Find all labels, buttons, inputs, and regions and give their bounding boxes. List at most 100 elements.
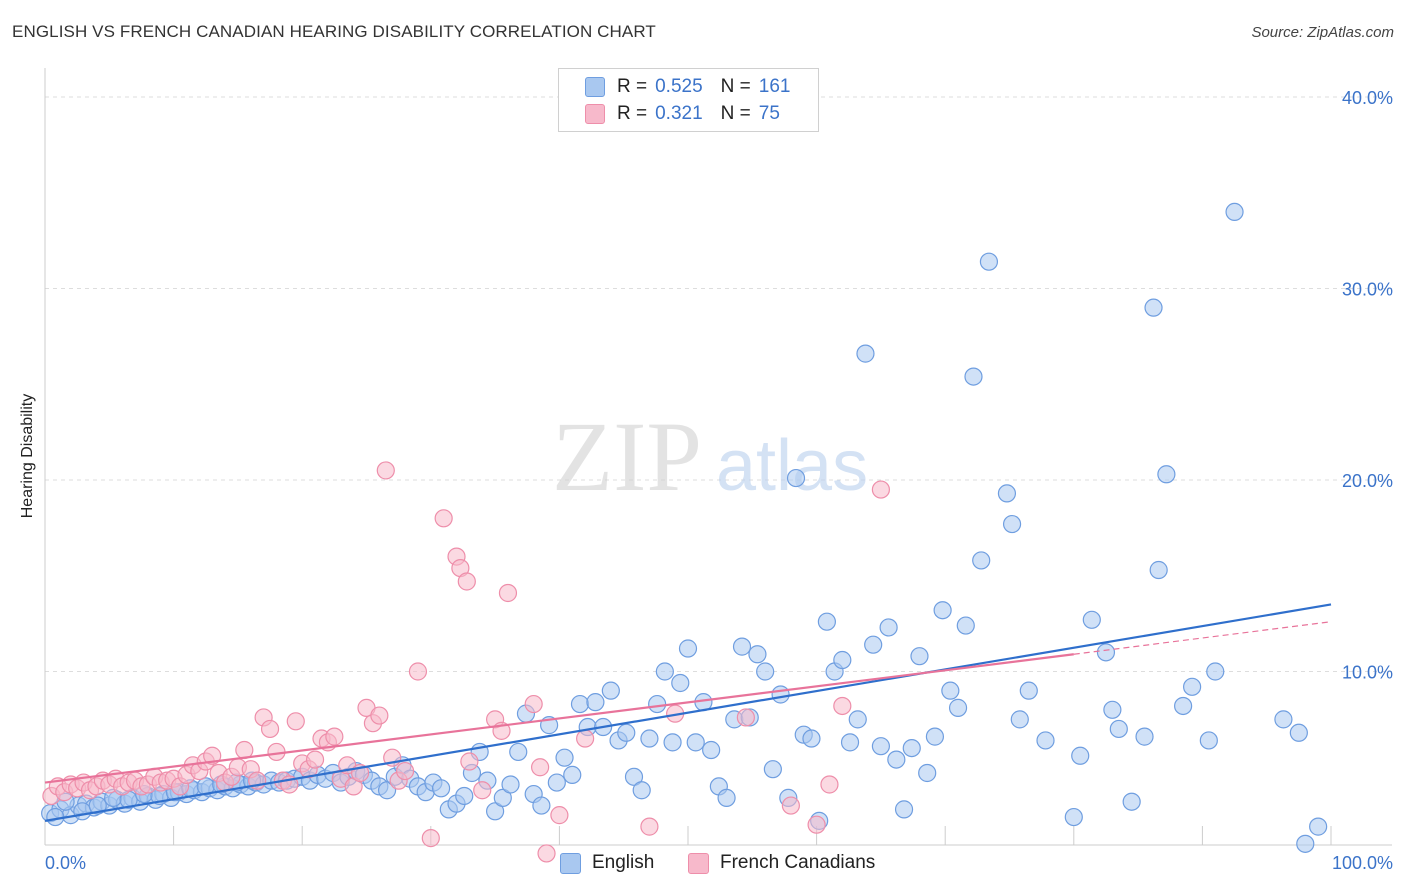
- english-point: [1225, 202, 1244, 221]
- stats-row-french: R = 0.321 N = 75: [585, 101, 780, 127]
- english-point: [887, 750, 906, 769]
- french-point: [260, 719, 280, 739]
- english-n-label: N =: [720, 76, 751, 97]
- french-r-label: R =: [617, 103, 648, 124]
- gridlines: [45, 96, 1392, 672]
- french-r-value: 0.321: [655, 103, 703, 124]
- french-point: [531, 758, 550, 777]
- chart-title: ENGLISH VS FRENCH CANADIAN HEARING DISAB…: [12, 22, 656, 41]
- french-n-label: N =: [720, 103, 751, 124]
- english-point: [1183, 677, 1202, 696]
- english-point: [1157, 465, 1176, 484]
- english-point: [640, 729, 659, 748]
- english-point: [848, 710, 867, 729]
- english-point: [1096, 643, 1116, 662]
- english-point: [956, 616, 975, 635]
- english-point: [655, 662, 674, 681]
- english-point: [555, 748, 574, 767]
- french-point: [537, 844, 556, 863]
- english-point: [1309, 817, 1328, 836]
- y-tick-label: 10.0%: [1342, 663, 1393, 683]
- english-point: [671, 673, 690, 693]
- french-point: [286, 712, 305, 731]
- english-point: [979, 252, 999, 271]
- french-point: [460, 752, 479, 771]
- english-point: [547, 773, 566, 792]
- english-swatch: [585, 77, 605, 97]
- english-point: [586, 693, 605, 712]
- english-point: [1206, 662, 1225, 681]
- french-point: [408, 662, 428, 681]
- english-point: [624, 767, 644, 786]
- source-label: Source: ZipAtlas.com: [1251, 24, 1394, 41]
- y-tick-label: 30.0%: [1342, 280, 1393, 300]
- french-swatch: [585, 104, 605, 124]
- english-point: [1082, 610, 1101, 629]
- english-point: [455, 786, 474, 806]
- english-point: [894, 800, 914, 819]
- english-point: [1109, 719, 1128, 739]
- english-point: [941, 681, 960, 700]
- legend-item-english[interactable]: English: [560, 852, 654, 874]
- english-point: [717, 788, 736, 807]
- french-point: [807, 815, 826, 834]
- english-point: [493, 788, 512, 807]
- legend-french-swatch: [688, 852, 709, 874]
- english-trend-line: [44, 603, 1332, 822]
- english-point: [833, 650, 852, 670]
- english-n-value: 161: [758, 76, 791, 97]
- english-point: [1071, 746, 1090, 765]
- legend-english-label: English: [592, 852, 655, 873]
- english-point: [840, 733, 860, 752]
- english-point: [918, 763, 937, 783]
- french-point: [203, 746, 222, 765]
- french-trend-line: [44, 653, 1074, 784]
- english-point: [617, 723, 636, 742]
- english-point: [88, 796, 107, 815]
- y-tick-label: 40.0%: [1342, 88, 1393, 108]
- english-points: [41, 202, 1328, 853]
- french-point: [871, 480, 891, 499]
- english-point: [73, 802, 92, 821]
- english-point: [1036, 731, 1055, 750]
- english-point: [702, 740, 721, 760]
- french-point: [524, 694, 543, 714]
- english-point: [933, 601, 952, 620]
- english-point: [1274, 710, 1293, 729]
- french-point: [736, 708, 755, 727]
- watermark-zip: ZIP: [552, 401, 702, 512]
- english-point: [509, 742, 528, 762]
- english-point: [802, 729, 821, 748]
- english-point: [864, 635, 883, 654]
- english-point: [1002, 514, 1022, 534]
- english-r-value: 0.525: [655, 76, 703, 97]
- stats-legend: R = 0.525 N = 161 R = 0.321 N = 75: [558, 68, 819, 132]
- english-point: [632, 781, 651, 800]
- english-point: [786, 468, 806, 488]
- legend-item-french[interactable]: French Canadians: [688, 852, 875, 874]
- english-point: [678, 639, 698, 658]
- english-point: [1103, 700, 1122, 719]
- english-point: [925, 727, 945, 746]
- french-point: [457, 572, 476, 591]
- y-tick-label: 20.0%: [1342, 471, 1393, 491]
- english-point: [486, 802, 505, 821]
- english-point: [748, 645, 767, 664]
- english-r-label: R =: [617, 76, 648, 97]
- french-point: [305, 750, 325, 769]
- english-point: [570, 694, 590, 714]
- english-point: [1144, 298, 1163, 317]
- english-point: [532, 796, 551, 815]
- legend-french-label: French Canadians: [720, 852, 876, 873]
- english-point: [756, 662, 775, 681]
- english-point: [1289, 723, 1308, 742]
- english-point: [1135, 727, 1154, 746]
- english-point: [1019, 681, 1038, 700]
- english-point: [902, 738, 921, 758]
- french-point: [833, 696, 852, 716]
- french-point: [395, 761, 415, 781]
- english-point: [871, 737, 891, 756]
- french-point: [434, 509, 453, 528]
- english-point: [879, 618, 898, 637]
